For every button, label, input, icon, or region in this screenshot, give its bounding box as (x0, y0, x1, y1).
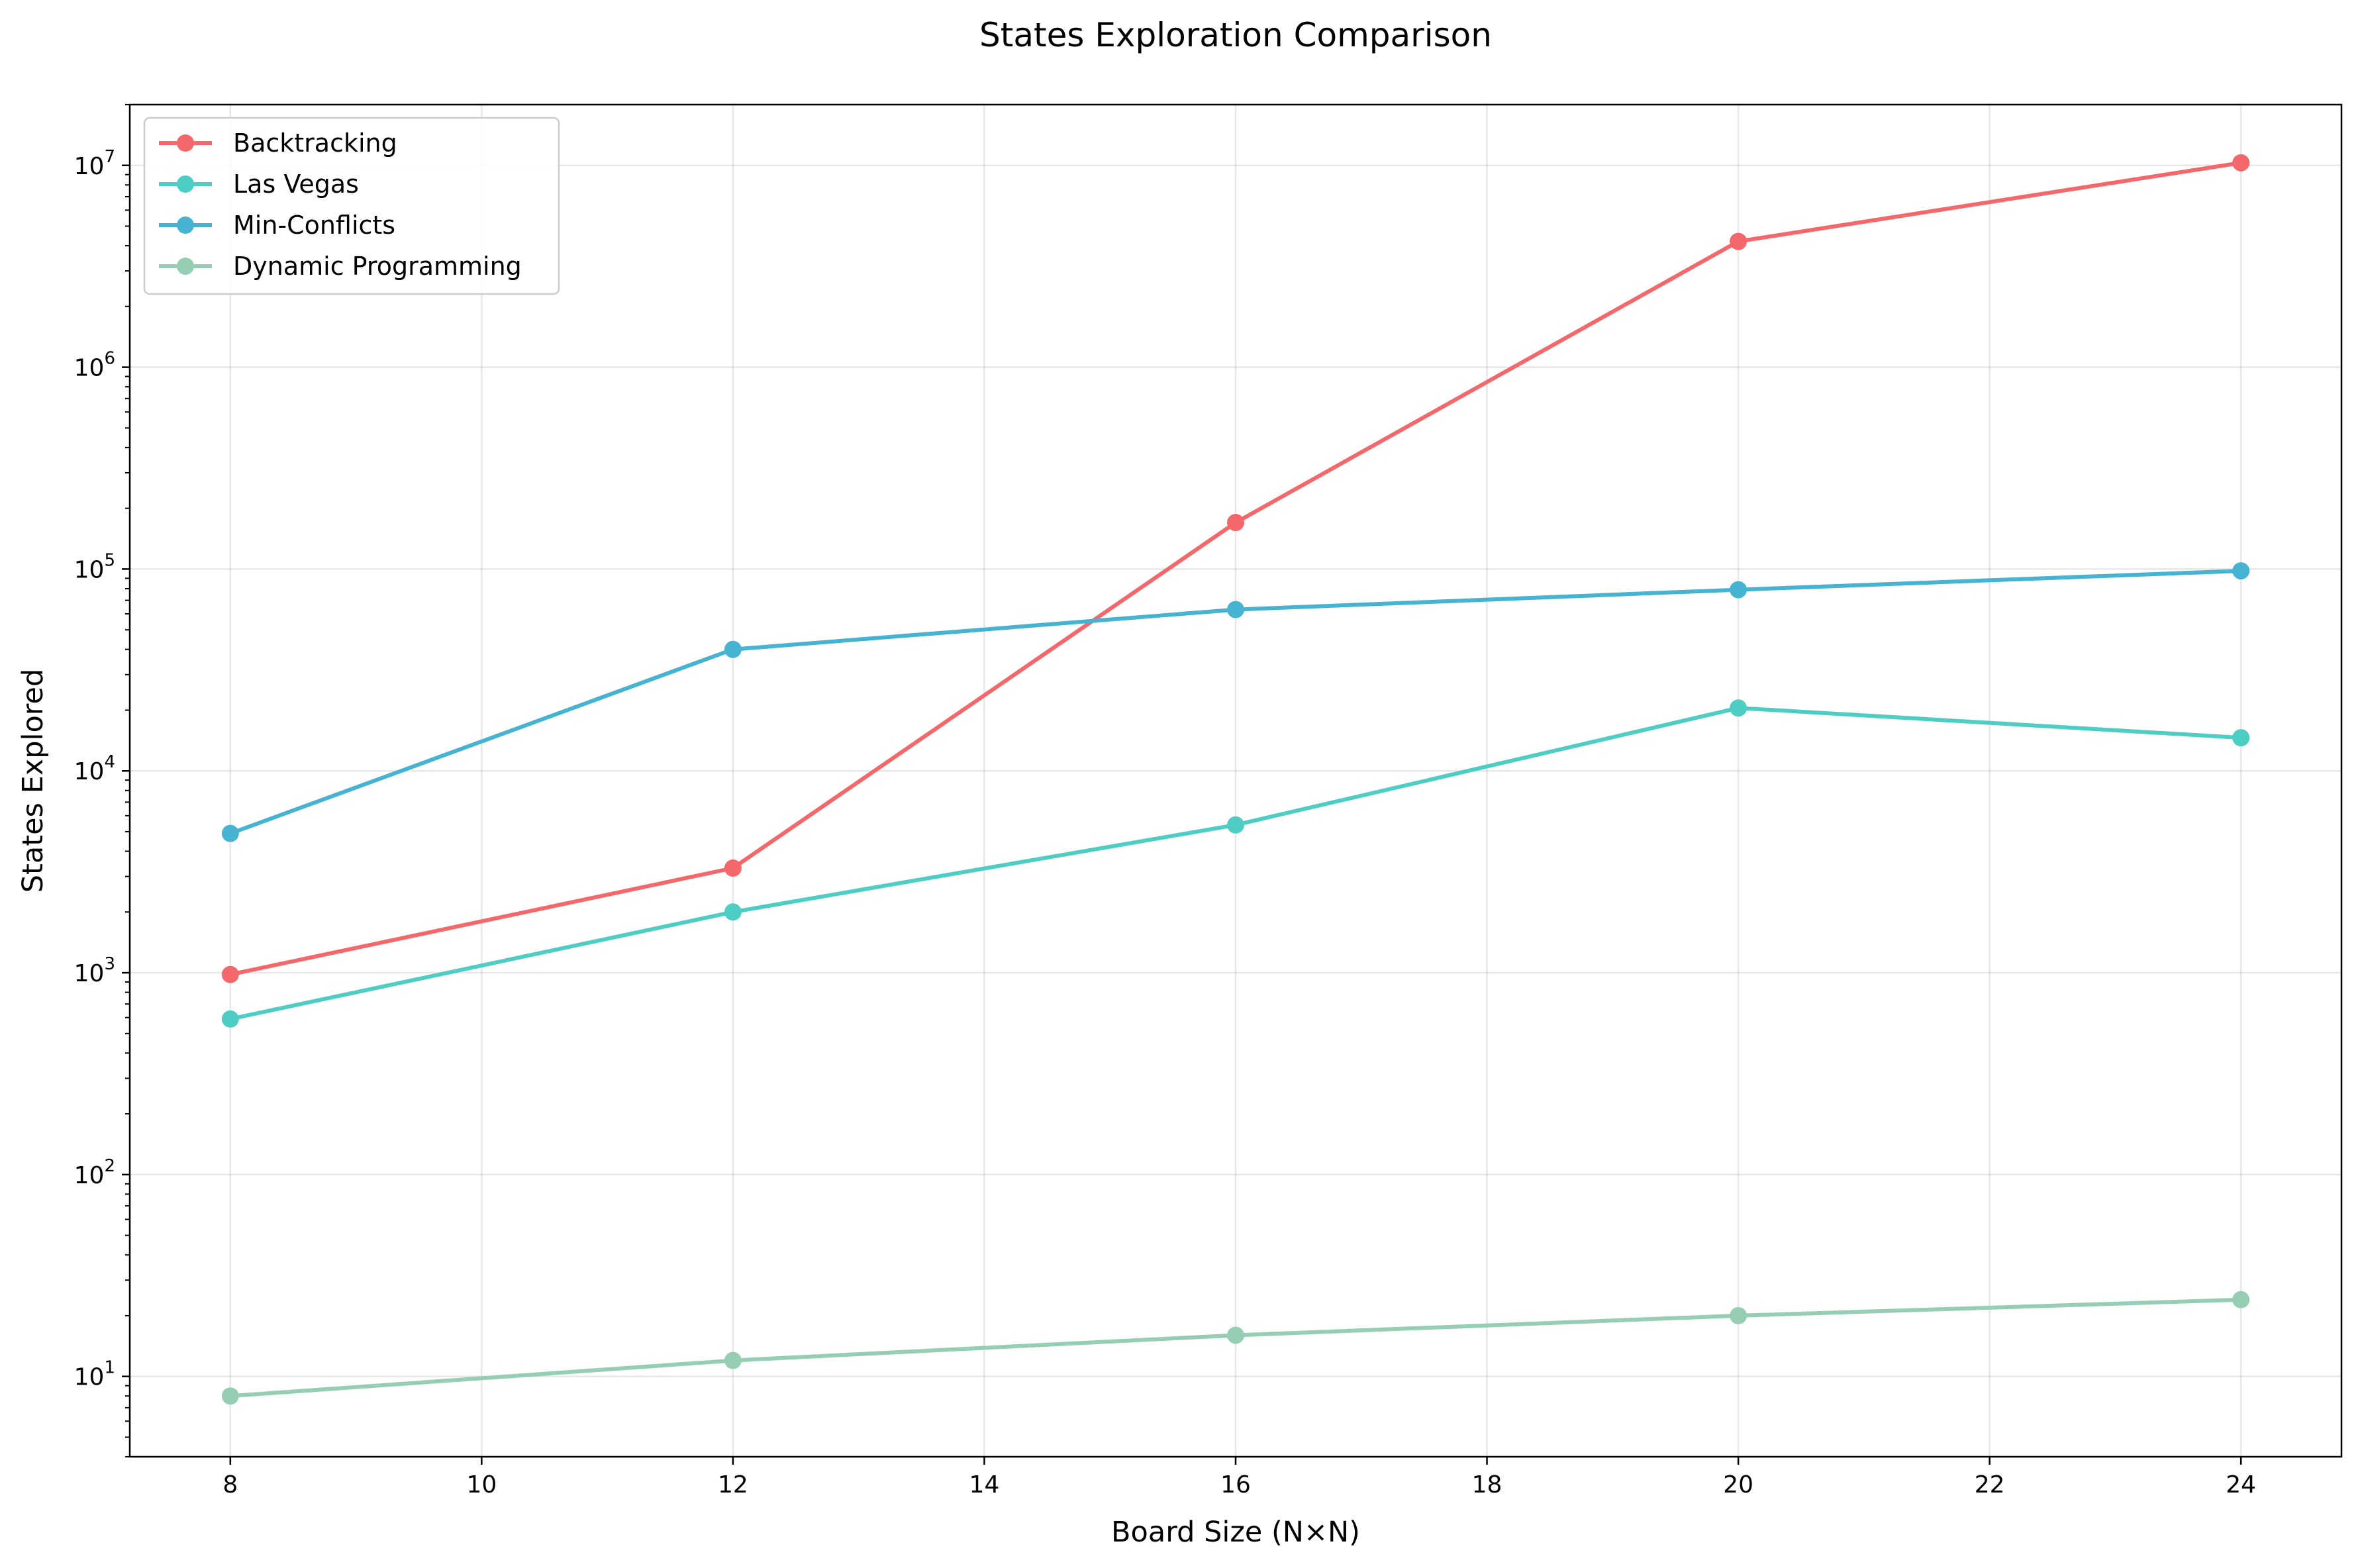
data-point (1730, 1306, 1747, 1324)
x-axis: 8 10 12 14 16 18 20 22 24 (222, 1457, 2256, 1498)
legend-box (143, 117, 560, 295)
legend-marker (177, 258, 194, 275)
data-point (1730, 699, 1747, 717)
data-point (2232, 562, 2250, 580)
series (221, 154, 2250, 983)
legend-marker (177, 134, 194, 152)
x-tick-label: 12 (718, 1471, 748, 1498)
data-point (1730, 232, 1747, 250)
x-tick-label: 8 (222, 1471, 238, 1498)
y-tick-exponent: 7 (104, 147, 115, 167)
legend-item: Las Vegas (159, 170, 359, 199)
data-point (1730, 581, 1747, 599)
y-tick-exponent: 1 (104, 1358, 115, 1378)
data-point (221, 1387, 239, 1405)
y-tick-exponent: 3 (104, 954, 115, 974)
data-point (221, 965, 239, 983)
x-tick-label: 24 (2226, 1471, 2256, 1498)
series-layer (221, 154, 2250, 1405)
y-tick-exponent: 2 (104, 1156, 115, 1176)
legend-label: Min-Conflicts (233, 211, 395, 240)
legend-item: Backtracking (159, 128, 397, 158)
data-point (1227, 1326, 1244, 1344)
chart-title: States Exploration Comparison (979, 16, 1492, 54)
series (221, 699, 2250, 1028)
y-tick-label: 102 (74, 1156, 115, 1189)
data-point (2232, 1291, 2250, 1308)
legend-label: Dynamic Programming (233, 252, 522, 281)
series (221, 1291, 2250, 1405)
data-point (724, 903, 742, 921)
legend-item: Dynamic Programming (159, 252, 522, 281)
legend-label: Backtracking (233, 128, 397, 158)
x-tick-label: 18 (1472, 1471, 1502, 1498)
x-tick-label: 22 (1975, 1471, 2005, 1498)
data-point (2232, 154, 2250, 172)
x-tick-label: 16 (1220, 1471, 1251, 1498)
data-point (2232, 729, 2250, 747)
data-point (221, 824, 239, 842)
series (221, 562, 2250, 842)
x-tick-label: 14 (969, 1471, 1000, 1498)
legend-marker (177, 217, 194, 234)
grid (130, 105, 2341, 1457)
legend-marker (177, 175, 194, 193)
y-tick-exponent: 5 (104, 550, 115, 570)
data-point (724, 640, 742, 658)
data-point (1227, 514, 1244, 532)
data-point (724, 1351, 742, 1369)
y-tick-exponent: 4 (104, 752, 115, 772)
y-axis-label: States Explored (17, 669, 50, 893)
data-point (1227, 816, 1244, 834)
legend: Backtracking Las Vegas Min-Conflicts Dynami… (143, 117, 560, 295)
y-tick-exponent: 6 (104, 349, 115, 369)
legend-item: Min-Conflicts (159, 211, 395, 240)
x-tick-label: 10 (466, 1471, 497, 1498)
data-point (221, 1010, 239, 1028)
legend-label: Las Vegas (233, 170, 359, 199)
data-point (724, 859, 742, 877)
data-point (1227, 601, 1244, 618)
x-tick-label: 20 (1723, 1471, 1753, 1498)
x-axis-label: Board Size (N×N) (1111, 1516, 1360, 1549)
